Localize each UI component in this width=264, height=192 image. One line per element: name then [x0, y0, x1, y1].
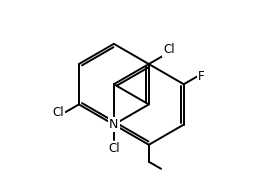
Text: N: N — [109, 118, 119, 131]
Text: F: F — [198, 70, 205, 83]
Text: Cl: Cl — [108, 142, 120, 155]
Text: Cl: Cl — [52, 106, 64, 119]
Text: Cl: Cl — [163, 43, 175, 56]
